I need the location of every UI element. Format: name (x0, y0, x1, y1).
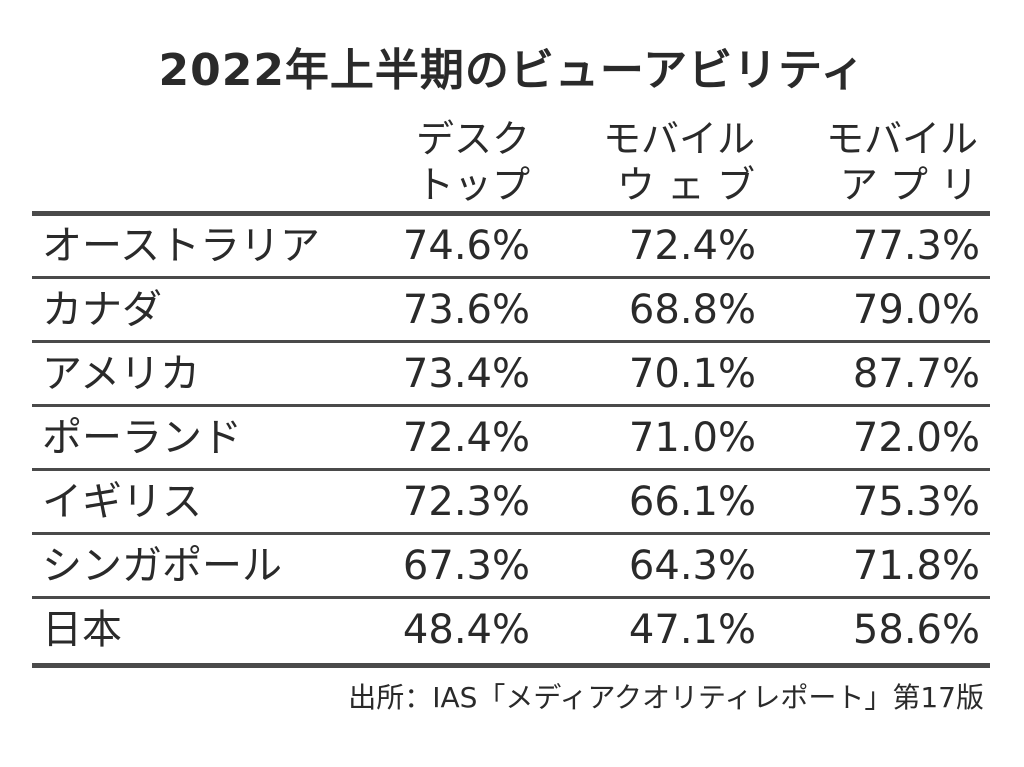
row-divider (32, 532, 990, 535)
table-cell: 72.3% (402, 479, 530, 525)
table-cell: 74.6% (402, 223, 530, 269)
row-divider (32, 276, 990, 279)
column-header-line: モバイル (602, 117, 755, 161)
table-top-rule (32, 211, 990, 216)
table-cell: 64.3% (628, 543, 756, 589)
table-bottom-rule (32, 663, 990, 668)
column-header-line: デスク (415, 117, 530, 161)
table-cell: 73.6% (402, 287, 530, 333)
table-cell: 70.1% (628, 351, 756, 397)
table-cell: 66.1% (628, 479, 756, 525)
row-divider (32, 596, 990, 599)
row-divider (32, 468, 990, 471)
table-row: アメリカ 73.4% 70.1% 87.7% (32, 344, 990, 404)
column-header-line: ウ ェ ブ (616, 163, 755, 207)
table-cell: 71.0% (628, 415, 756, 461)
country-label: アメリカ (42, 351, 200, 397)
table-row: オーストラリア 74.6% 72.4% 77.3% (32, 216, 990, 276)
table-cell: 79.0% (852, 287, 980, 333)
column-header-line: モバイル (825, 117, 978, 161)
table-cell: 72.4% (628, 223, 756, 269)
chart-title: 2022年上半期のビューアビリティ (158, 45, 866, 96)
table-row: シンガポール 67.3% 64.3% 71.8% (32, 536, 990, 596)
country-label: シンガポール (42, 543, 282, 589)
country-label: ポーランド (42, 415, 242, 461)
table-cell: 71.8% (852, 543, 980, 589)
table-cell: 48.4% (402, 607, 530, 653)
row-divider (32, 340, 990, 343)
table-cell: 87.7% (852, 351, 980, 397)
country-label: イギリス (42, 479, 202, 525)
country-label: カナダ (42, 287, 162, 333)
column-header-mobile-web: モバイル ウ ェ ブ (515, 116, 755, 208)
table-cell: 75.3% (852, 479, 980, 525)
table-cell: 72.4% (402, 415, 530, 461)
column-header-mobile-app: モバイル ア プ リ (738, 116, 978, 208)
column-header-line: トップ (415, 163, 530, 207)
country-label: 日本 (42, 607, 122, 653)
table-cell: 47.1% (628, 607, 756, 653)
country-label: オーストラリア (42, 223, 320, 269)
table-row: 日本 48.4% 47.1% 58.6% (32, 600, 990, 660)
source-note: 出所：IAS「メディアクオリティレポート」第17版 (348, 681, 984, 714)
table-cell: 68.8% (628, 287, 756, 333)
column-header-line: ア プ リ (839, 163, 978, 207)
row-divider (32, 404, 990, 407)
table-row: イギリス 72.3% 66.1% 75.3% (32, 472, 990, 532)
table-row: ポーランド 72.4% 71.0% 72.0% (32, 408, 990, 468)
table-row: カナダ 73.6% 68.8% 79.0% (32, 280, 990, 340)
table-cell: 72.0% (852, 415, 980, 461)
table-cell: 73.4% (402, 351, 530, 397)
table-cell: 58.6% (852, 607, 980, 653)
table-cell: 67.3% (402, 543, 530, 589)
column-header-desktop: デスク トップ (290, 116, 530, 208)
table-cell: 77.3% (852, 223, 980, 269)
